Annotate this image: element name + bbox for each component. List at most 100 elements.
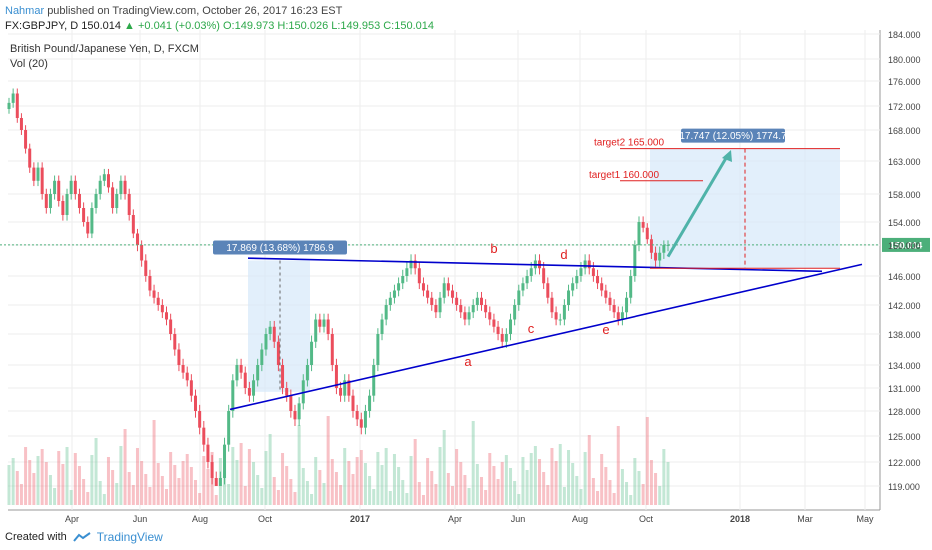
y-tick-label: 142.000 [888,301,921,311]
volume-bar [318,470,322,505]
candle-body [272,326,276,342]
volume-bar [40,449,44,505]
y-tick-label: 146.000 [888,272,921,282]
author-link[interactable]: Nahmar [5,5,45,17]
volume-bar [347,461,351,505]
volume-bar [471,421,475,505]
volume-bar [542,472,546,505]
pattern-point-a: a [464,354,472,369]
candle-body [264,334,268,350]
volume-bar [645,417,649,505]
volume-bar [322,483,326,505]
volume-bar [19,484,23,505]
candle-body [119,180,123,194]
volume-bar [417,482,421,505]
footer: Created with TradingView [5,530,163,544]
candle-body [106,174,110,188]
candle-body [48,194,52,208]
candle-body [322,319,326,327]
volume-bar [562,487,566,505]
volume-bar [591,478,595,505]
volume-bar [119,446,123,505]
candle-body [206,444,210,462]
volume-bar [558,444,562,505]
volume-bar [24,447,28,505]
volume-bar [185,454,189,505]
volume-bar [293,492,297,505]
x-tick-label: May [856,514,874,524]
candle-body [131,215,135,234]
candle-body [326,319,330,334]
candle-body [24,130,28,149]
candle-body [148,276,152,291]
candle-body [392,290,396,298]
volume-bar [641,484,645,505]
projection-arrow-head [722,150,732,162]
candle-body [363,411,367,428]
volume-bar [206,469,210,505]
candle-body [376,334,380,365]
volume-bar [86,492,90,505]
candle-body [86,222,90,234]
y-tick-label: 150.000 [888,241,921,251]
candle-body [135,233,139,245]
candle-body [276,341,280,365]
candles [7,88,670,486]
volume-bar [430,471,434,505]
candle-body [421,283,425,291]
candle-body [285,388,289,396]
candle-body [202,427,206,445]
y-tick-label: 154.000 [888,218,921,228]
volume-bar [488,453,492,505]
candle-body [384,305,388,320]
candle-body [140,245,144,261]
candle-body [343,380,347,396]
y-tick-label: 138.000 [888,330,921,340]
candle-body [567,290,571,305]
candle-body [616,312,620,320]
volume-bar [7,465,11,505]
candle-body [281,365,285,388]
candle-body [36,167,40,181]
volume-bar [608,480,612,505]
candle-body [459,305,463,313]
volume-bar [625,482,629,505]
candle-body [164,312,168,320]
candle-body [484,305,488,313]
candle-body [587,260,591,269]
tradingview-brand[interactable]: TradingView [96,530,163,544]
volume-bar [57,451,61,505]
x-tick-label: Oct [639,514,654,524]
candle-body [612,305,616,313]
candle-body [177,349,181,365]
volume-bar [604,467,608,505]
volume-bar [388,491,392,505]
volume-bar [256,475,260,505]
volume-bar [131,485,135,505]
candle-body [310,341,314,365]
y-axis[interactable]: 119.000 122.000 125.000 128.000 131.000 134.0… [888,30,921,492]
volume-bar [260,488,264,505]
volume-bar [359,450,363,505]
support-line [229,263,863,411]
volume-bar [235,460,239,505]
volume-bar [268,434,272,505]
candle-body [471,305,475,313]
candle-body [152,290,156,298]
volume-bar [571,463,575,505]
candle-body [591,268,595,276]
volume-bar [421,495,425,505]
volume-bar [575,476,579,505]
x-axis[interactable]: Apr Jun Aug Oct 2017 Apr Jun Aug Oct 2018 Mar May [65,514,874,524]
volume-bar [442,430,446,505]
x-tick-label: Oct [258,514,273,524]
candle-body [40,167,44,194]
volume-bar [438,447,442,505]
volume-bar [115,483,119,505]
y-tick-label: 184.000 [888,30,921,40]
candle-body [347,380,351,396]
candle-body [210,462,214,478]
candle-body [115,194,119,208]
volume-bar [65,447,69,505]
